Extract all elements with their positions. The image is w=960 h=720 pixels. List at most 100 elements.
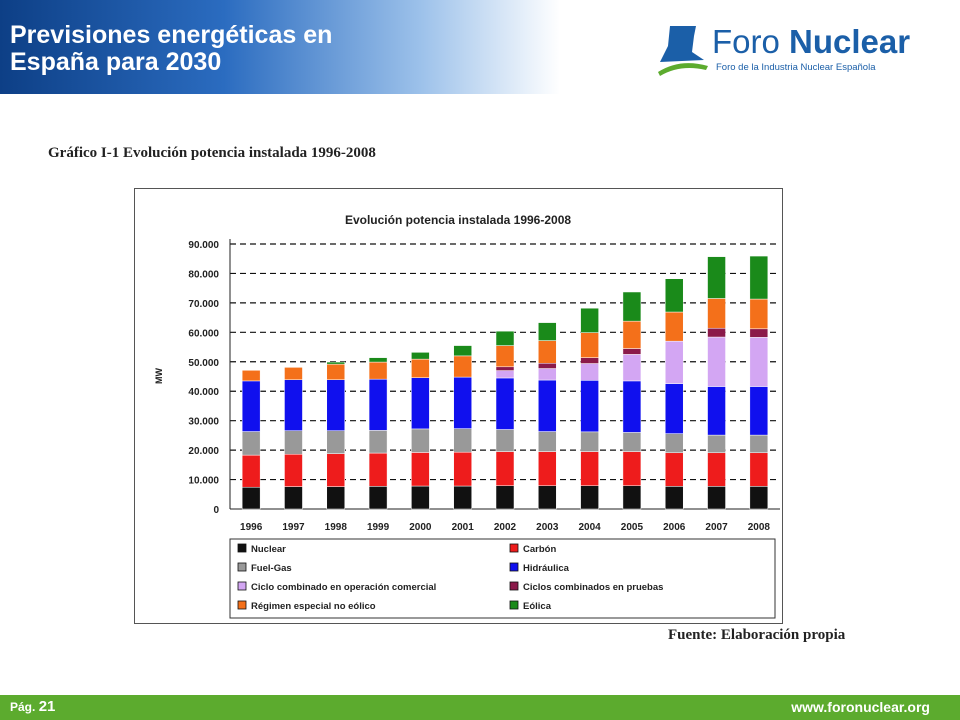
bar-segment [622,291,642,322]
bar-segment [707,386,726,436]
bar-segment [749,298,769,330]
y-axis-label: MW [154,368,164,384]
logo-name-light: Foro [712,23,790,60]
bar-segment [453,451,472,487]
y-tick-label: 80.000 [188,269,219,280]
bar-segment [664,278,684,313]
bar-segment [707,327,726,338]
bar-segment [326,453,346,487]
bar-segment [622,354,642,382]
bar-segment [368,378,388,431]
bar-segment [453,355,472,378]
legend-swatch [509,562,519,572]
y-tick-label: 10.000 [188,476,219,487]
bar-segment [538,379,557,432]
bar-segment [495,366,515,371]
bar-segment [580,431,599,452]
x-tick-label: 2001 [452,522,475,533]
bar-segment [368,357,388,363]
bar-segment [326,361,346,365]
logo-name: Foro Nuclear [712,24,910,60]
legend-swatch [237,543,247,553]
bar-segment [664,311,684,342]
bar-segment [326,486,346,510]
page-indicator: Pág. 21 [10,698,55,715]
x-tick-label: 2000 [409,522,432,533]
bar-segment [326,430,346,454]
slide-title-line-2: España para 2030 [10,48,222,76]
bar-segment [707,256,726,299]
bar-segment [664,486,684,510]
bar-segment [749,452,769,487]
legend-label: Ciclos combinados en pruebas [523,582,663,593]
bar-segment [707,434,726,454]
bar-segment [411,452,430,487]
bar-segment [622,485,642,510]
x-tick-label: 2003 [536,522,559,533]
bar-segment [664,452,684,487]
y-tick-label: 60.000 [188,328,219,339]
bar-segment [749,486,769,510]
bar-segment [453,345,472,357]
bar-segment [411,377,430,430]
bar-segment [495,429,515,452]
legend-label: Régimen especial no eólico [251,601,376,612]
bar-segment [411,352,430,360]
logo-subtitle: Foro de la Industria Nuclear Española [716,62,876,73]
x-tick-label: 2002 [494,522,517,533]
bar-segment [368,486,388,510]
slide-header: Previsiones energéticas en España para 2… [0,0,960,94]
legend-swatch [509,600,519,610]
bar-segment [749,386,769,436]
legend-swatch [237,600,247,610]
bar-segment [495,485,515,510]
bar-segment [580,380,599,433]
chart-frame: Evolución potencia instalada 1996-2008 0 1… [134,188,783,624]
bar-segment [538,363,557,369]
bar-segment [284,486,303,510]
bar-segment [241,454,261,488]
x-tick-label: 1996 [240,522,263,533]
bar-segment [664,383,684,434]
legend-label: Hidráulica [523,563,570,574]
logo-name-bold: Nuclear [789,23,911,60]
bar-segment [495,370,515,379]
bar-segment [580,485,599,510]
x-tick-label: 2006 [663,522,686,533]
bar-segment [411,428,430,453]
legend-swatch [509,543,519,553]
bar-segment [241,380,261,432]
bar-segment [368,452,388,487]
y-tick-label: 0 [213,505,219,516]
stacked-bar-chart: Evolución potencia instalada 1996-2008 0 1… [154,213,780,619]
x-tick-label: 1999 [367,522,390,533]
bar-segment [580,363,599,381]
bar-segment [622,380,642,433]
foro-nuclear-logo: Foro Nuclear Foro de la Industria Nuclea… [656,22,936,80]
chart-title: Evolución potencia instalada 1996-2008 [345,213,571,227]
x-tick-label: 2007 [705,522,728,533]
y-tick-label: 40.000 [188,387,219,398]
bar-segment [622,451,642,486]
bar-segment [707,336,726,387]
bar-segment [707,486,726,510]
x-tick-label: 2005 [621,522,644,533]
bar-segment [241,486,261,510]
legend-box [229,538,776,619]
bar-segment [580,357,599,364]
bar-segment [284,379,303,431]
bar-segment [453,485,472,510]
bar-segment [453,428,472,453]
bar-segment [241,370,261,382]
x-tick-label: 2004 [578,522,601,533]
legend-label: Eólica [523,601,552,612]
slide-title-line-1: Previsiones energéticas en [10,21,333,49]
figure-source: Fuente: Elaboración propia [668,627,846,643]
legend-swatch [237,581,247,591]
page-number: 21 [38,698,56,715]
bar-segment [538,322,557,341]
bar-segment [749,255,769,300]
x-tick-label: 1997 [282,522,305,533]
bar-segment [538,431,557,452]
bar-segment [326,379,346,431]
